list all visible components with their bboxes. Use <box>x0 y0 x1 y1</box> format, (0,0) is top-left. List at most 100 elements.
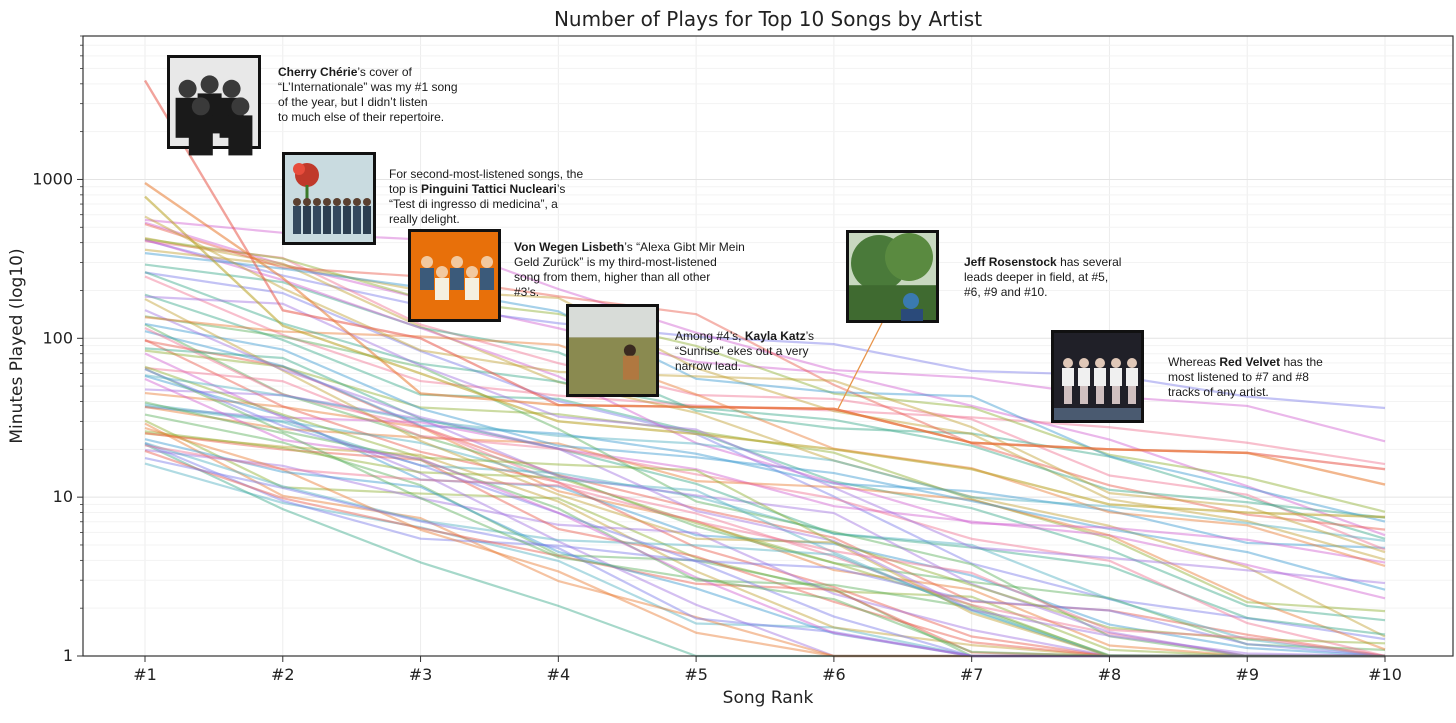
annotation-text: #10. <box>1024 285 1047 299</box>
series-line <box>144 316 1386 568</box>
annotation-text-line: tracks of any artist. <box>1168 385 1269 399</box>
annotation-text: listened <box>1197 370 1238 384</box>
series-line <box>144 366 1386 658</box>
x-tick-label: #4 <box>547 665 571 684</box>
series-line <box>144 322 1386 591</box>
annotation-text-line: Jeff Rosenstock has several <box>964 255 1125 269</box>
series-line <box>144 263 1386 540</box>
annotation-text: is <box>409 182 418 196</box>
annotation-text: to <box>1242 370 1252 384</box>
annotation-text: I <box>361 95 364 109</box>
annotation-text: Mein <box>719 240 745 254</box>
annotation-text: the <box>566 167 583 181</box>
annotation-text: For <box>389 167 407 181</box>
annotation-text: Zurück” <box>543 255 584 269</box>
annotation-artist-name: Pinguini <box>421 182 468 196</box>
x-axis-label: Song Rank <box>723 688 814 708</box>
annotation-text: artist. <box>1239 385 1268 399</box>
x-tick-label: #3 <box>409 665 433 684</box>
series-line <box>144 223 1386 531</box>
annotation-text: #6, <box>964 285 981 299</box>
annotation-text-line: “Sunrise” ekes out a very <box>675 344 812 358</box>
annotation-text <box>1121 255 1124 269</box>
series-line <box>144 444 1386 658</box>
series-line <box>144 240 1386 551</box>
series-line <box>144 293 1386 622</box>
x-tick-label: #2 <box>271 665 295 684</box>
annotation: Cherry Chérie’s cover of “L’Internationa… <box>167 55 458 156</box>
annotation-text: a <box>776 344 783 358</box>
annotation-text: “L’Internationale” <box>278 80 367 94</box>
annotation-text-line: of the year, but I didn’t listen <box>278 95 431 109</box>
grid <box>83 35 1453 657</box>
annotation-artist-name: Lisbeth <box>582 240 625 254</box>
annotation-text: Geld <box>514 255 539 269</box>
annotation-text-line: “Test di ingresso di medicina”, a <box>389 197 561 211</box>
annotation-artist-name: Rosenstock <box>989 255 1057 269</box>
annotation-text-line: to much else of their repertoire. <box>278 110 444 124</box>
series-line <box>144 315 1385 658</box>
image-content <box>569 307 656 394</box>
series-line <box>144 388 1385 658</box>
annotation-text: narrow <box>675 359 712 373</box>
annotation-text: of <box>402 65 413 79</box>
annotation-text: year, <box>311 95 337 109</box>
plot-frame <box>82 35 1454 657</box>
annotation-text: “Alexa <box>636 240 670 254</box>
annotation-text-line: song from them, higher than all other <box>514 270 714 284</box>
series-line <box>144 238 1386 564</box>
annotation-text: any <box>1217 385 1236 399</box>
annotation-artist-name: Cherry <box>278 65 317 79</box>
image-content <box>285 155 373 242</box>
y-tick-label: 10 <box>53 487 73 506</box>
annotation-text: delight. <box>421 212 460 226</box>
annotation: Whereas Red Velvet has the most listened… <box>1051 330 1326 423</box>
annotation-artist-name: Red <box>1219 355 1242 369</box>
series-line <box>144 405 1386 651</box>
annotation-text-line: leads deeper in field, at #5, <box>964 270 1112 284</box>
annotation-text: medicina”, <box>492 197 547 211</box>
series-line <box>144 248 1386 561</box>
annotation-text: song <box>431 80 457 94</box>
annotation-text: higher <box>604 270 637 284</box>
annotation-text: and <box>1272 370 1292 384</box>
y-tick-label: 1000 <box>32 169 73 188</box>
series-line <box>144 252 1386 523</box>
image-content <box>411 232 498 319</box>
annotation: Among #4’s, Kayla Katz’s “Sunrise” ekes … <box>566 304 814 397</box>
annotation-text: several <box>1083 255 1122 269</box>
annotation-text: ’s <box>357 65 365 79</box>
annotation-artist-name: Velvet <box>1245 355 1280 369</box>
series-line <box>144 330 1386 550</box>
annotation-text: “Test <box>389 197 416 211</box>
annotation-text: but <box>341 95 358 109</box>
annotation-text <box>1323 355 1326 369</box>
annotation-text-line: Von Wegen Lisbeth’s “Alexa Gibt Mir Mein <box>514 240 748 254</box>
annotation-text-line: really delight. <box>389 212 460 226</box>
annotation-text: was <box>370 80 392 94</box>
annotation-text: a <box>551 197 558 211</box>
annotation-text: my <box>599 255 615 269</box>
image-content <box>849 233 936 321</box>
annotation-text-line: narrow lead. <box>675 359 741 373</box>
series-line <box>144 271 1386 519</box>
annotation-artist-name: Von <box>514 240 536 254</box>
series-line <box>144 391 1385 658</box>
annotation-text: of <box>349 110 360 124</box>
annotation-text: in <box>1037 270 1046 284</box>
series-line <box>144 405 1386 658</box>
series-line <box>144 271 1386 641</box>
annotation-text: #8 <box>1296 370 1310 384</box>
annotation-text-line: Geld Zurück” is my third-most-listened <box>514 255 720 269</box>
annotation-text: ’s <box>806 329 814 343</box>
x-tick-label: #6 <box>822 665 846 684</box>
annotation-artist-name: Wegen <box>539 240 578 254</box>
annotation-text: at <box>1078 270 1089 284</box>
annotation-text-line: #6, #9 and #10. <box>964 285 1047 299</box>
annotation: For second-most-listened songs, the top … <box>282 152 583 245</box>
series-line <box>144 327 1385 658</box>
series-line <box>144 215 1386 554</box>
annotation-text <box>565 182 568 196</box>
annotation-text: and <box>1001 285 1021 299</box>
